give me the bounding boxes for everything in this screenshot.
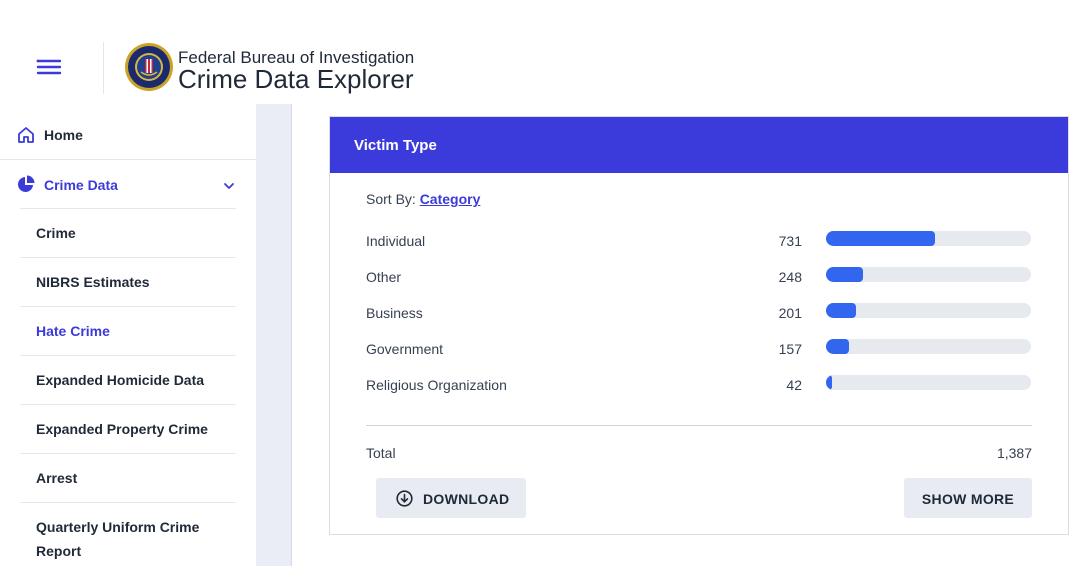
card-header: Victim Type bbox=[330, 117, 1068, 173]
fbi-seal-logo[interactable] bbox=[124, 42, 174, 92]
show-more-label: SHOW MORE bbox=[921, 491, 1015, 507]
chevron-down-icon[interactable] bbox=[222, 178, 236, 196]
sidebar-item-expanded-homicide-data[interactable]: Expanded Homicide Data bbox=[20, 355, 236, 404]
proportion-bar-fill bbox=[826, 339, 850, 354]
sidebar-item-label: Crime Data bbox=[44, 177, 118, 193]
sidebar-item-label: Crime bbox=[36, 225, 76, 241]
download-icon bbox=[396, 490, 413, 510]
victim-type-row: Religious Organization 42 bbox=[366, 375, 1032, 395]
victim-type-row: Government 157 bbox=[366, 339, 1032, 359]
victim-type-name: Individual bbox=[366, 233, 426, 249]
proportion-bar-fill bbox=[826, 303, 856, 318]
sort-by-link[interactable]: Category bbox=[419, 191, 481, 207]
victim-type-count: 42 bbox=[786, 377, 802, 393]
download-button[interactable]: DOWNLOAD bbox=[376, 478, 526, 518]
sidebar-item-label: Expanded Homicide Data bbox=[36, 372, 205, 388]
app-header: Federal Bureau of Investigation Crime Da… bbox=[0, 0, 1090, 104]
home-icon bbox=[17, 126, 35, 149]
victim-type-card: Victim Type Sort By: Category Individual… bbox=[329, 116, 1069, 535]
header-divider bbox=[103, 42, 104, 94]
show-more-button[interactable]: SHOW MORE bbox=[904, 478, 1032, 518]
victim-type-count: 248 bbox=[778, 269, 802, 285]
victim-type-count: 201 bbox=[778, 305, 802, 321]
sidebar-item-arrest[interactable]: Arrest bbox=[20, 453, 236, 502]
card-title: Victim Type bbox=[354, 137, 437, 154]
sort-control: Sort By: Category bbox=[366, 191, 480, 207]
proportion-bar-track bbox=[826, 231, 1031, 246]
proportion-bar-fill bbox=[826, 231, 935, 246]
sidebar-item-crime-data[interactable]: Crime Data bbox=[0, 160, 256, 208]
proportion-bar-track bbox=[826, 303, 1031, 318]
proportion-bar-fill bbox=[826, 375, 833, 390]
sidebar-item-label: Hate Crime bbox=[36, 323, 110, 339]
sidebar-item-label: Quarterly Uniform Crime Report bbox=[36, 519, 200, 559]
victim-type-row: Individual 731 bbox=[366, 231, 1032, 251]
sidebar-item-hate-crime[interactable]: Hate Crime bbox=[20, 306, 236, 355]
proportion-bar-track bbox=[826, 339, 1031, 354]
sidebar-item-label: NIBRS Estimates bbox=[36, 274, 150, 290]
content-gutter bbox=[256, 104, 292, 566]
agency-name: Federal Bureau of Investigation bbox=[178, 48, 415, 67]
victim-type-row: Other 248 bbox=[366, 267, 1032, 287]
download-label: DOWNLOAD bbox=[423, 491, 510, 507]
sidebar bbox=[0, 104, 256, 566]
victim-type-name: Religious Organization bbox=[366, 377, 507, 393]
total-label: Total bbox=[366, 445, 396, 461]
sidebar-item-crime[interactable]: Crime bbox=[20, 208, 236, 257]
hamburger-menu-button[interactable] bbox=[26, 50, 72, 84]
victim-type-name: Other bbox=[366, 269, 402, 285]
proportion-bar-fill bbox=[826, 267, 863, 282]
sort-prefix: Sort By: bbox=[366, 191, 416, 207]
victim-type-count: 157 bbox=[778, 341, 802, 357]
sidebar-item-label: Expanded Property Crime bbox=[36, 421, 208, 437]
sidebar-item-expanded-property-crime[interactable]: Expanded Property Crime bbox=[20, 404, 236, 453]
victim-type-name: Government bbox=[366, 341, 444, 357]
app-title[interactable]: Crime Data Explorer bbox=[178, 64, 414, 94]
victim-type-count: 731 bbox=[778, 233, 802, 249]
sidebar-item-home[interactable]: Home bbox=[0, 110, 256, 160]
sidebar-item-label: Home bbox=[44, 127, 83, 143]
proportion-bar-track bbox=[826, 375, 1031, 390]
proportion-bar-track bbox=[826, 267, 1031, 282]
divider bbox=[366, 425, 1032, 426]
sidebar-item-nibrs-estimates[interactable]: NIBRS Estimates bbox=[20, 257, 236, 306]
sidebar-item-quarterly-ucr[interactable]: Quarterly Uniform Crime Report bbox=[20, 502, 236, 566]
victim-type-name: Business bbox=[366, 305, 423, 321]
total-value: 1,387 bbox=[996, 445, 1032, 461]
victim-type-row: Business 201 bbox=[366, 303, 1032, 323]
pie-chart-icon bbox=[17, 175, 35, 198]
sidebar-item-label: Arrest bbox=[36, 470, 78, 486]
hamburger-icon bbox=[36, 59, 62, 75]
